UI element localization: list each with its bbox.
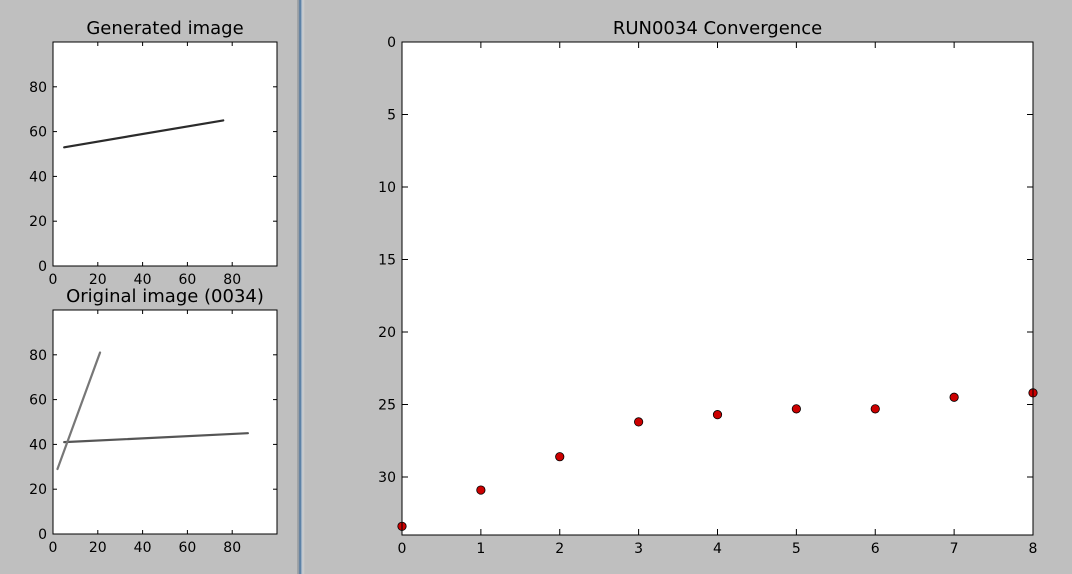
y-tick-label-1: 20 bbox=[29, 482, 47, 498]
x-tick-label-7: 7 bbox=[950, 541, 959, 557]
y-tick-label-4: 20 bbox=[378, 325, 396, 341]
x-tick-label-3: 3 bbox=[634, 541, 643, 557]
data-point-7 bbox=[949, 392, 959, 402]
plot-frame bbox=[401, 41, 1034, 536]
x-tick-label-2: 40 bbox=[134, 272, 152, 288]
plot-frame bbox=[52, 309, 278, 535]
x-tick-label-8: 8 bbox=[1029, 541, 1038, 557]
y-tick-label-2: 10 bbox=[378, 180, 396, 196]
x-tick-label-0: 0 bbox=[398, 541, 407, 557]
y-tick-label-1: 20 bbox=[29, 214, 47, 230]
y-tick-label-0: 0 bbox=[387, 35, 396, 51]
x-tick-label-0: 0 bbox=[49, 540, 58, 556]
y-tick-label-6: 30 bbox=[378, 470, 396, 486]
data-point-3 bbox=[634, 417, 644, 427]
original-image-plot: Original image (0034) 0 20 40 60 80 0 20 40 60 80 bbox=[29, 286, 278, 556]
y-tick-label-2: 40 bbox=[29, 437, 47, 453]
plot-area bbox=[53, 310, 277, 534]
x-tick-label-4: 80 bbox=[223, 540, 241, 556]
plot-title: Generated image bbox=[86, 18, 243, 39]
x-tick-label-4: 4 bbox=[713, 541, 722, 557]
x-tick-label-2: 2 bbox=[555, 541, 564, 557]
y-tick-label-3: 60 bbox=[29, 393, 47, 409]
data-point-4 bbox=[712, 410, 723, 420]
x-tick-label-1: 20 bbox=[89, 272, 107, 288]
pane-divider[interactable] bbox=[297, 0, 305, 574]
data-point-1 bbox=[476, 485, 486, 495]
convergence-plot: RUN0034 Convergence 0 1 2 3 4 5 6 7 8 0 5 10 15 20 25 30 bbox=[378, 18, 1038, 557]
data-point-5 bbox=[791, 404, 801, 414]
x-tick-label-5: 5 bbox=[792, 541, 801, 557]
x-tick-label-2: 40 bbox=[134, 540, 152, 556]
plot-title: RUN0034 Convergence bbox=[613, 18, 822, 39]
y-tick-label-3: 60 bbox=[29, 125, 47, 141]
data-point-2 bbox=[555, 452, 565, 462]
x-tick-label-3: 60 bbox=[178, 272, 196, 288]
left-pane: Generated image 0 20 40 60 80 0 20 40 60 80 Origin… bbox=[0, 0, 297, 574]
plot-title: Original image (0034) bbox=[66, 286, 264, 307]
y-tick-label-0: 0 bbox=[38, 527, 47, 543]
image-stroke-0 bbox=[63, 432, 249, 444]
x-tick-label-0: 0 bbox=[49, 272, 58, 288]
image-stroke-1 bbox=[56, 351, 102, 471]
generated-image-plot: Generated image 0 20 40 60 80 0 20 40 60 80 bbox=[29, 18, 278, 288]
x-tick-label-6: 6 bbox=[871, 541, 880, 557]
y-tick-label-1: 5 bbox=[387, 108, 396, 124]
y-tick-label-3: 15 bbox=[378, 253, 396, 269]
image-stroke-0 bbox=[63, 119, 225, 149]
plot-frame bbox=[52, 41, 278, 267]
plot-area bbox=[53, 42, 277, 266]
x-tick-label-3: 60 bbox=[178, 540, 196, 556]
plot-area bbox=[402, 42, 1033, 535]
y-tick-label-4: 80 bbox=[29, 348, 47, 364]
x-tick-label-4: 80 bbox=[223, 272, 241, 288]
y-tick-label-2: 40 bbox=[29, 169, 47, 185]
right-pane: RUN0034 Convergence 0 1 2 3 4 5 6 7 8 0 5 10 15 20 25 30 bbox=[305, 0, 1072, 574]
y-tick-label-0: 0 bbox=[38, 259, 47, 275]
x-tick-label-1: 1 bbox=[476, 541, 485, 557]
y-tick-label-5: 25 bbox=[378, 398, 396, 414]
data-point-6 bbox=[870, 404, 880, 414]
x-tick-label-1: 20 bbox=[89, 540, 107, 556]
y-tick-label-4: 80 bbox=[29, 80, 47, 96]
